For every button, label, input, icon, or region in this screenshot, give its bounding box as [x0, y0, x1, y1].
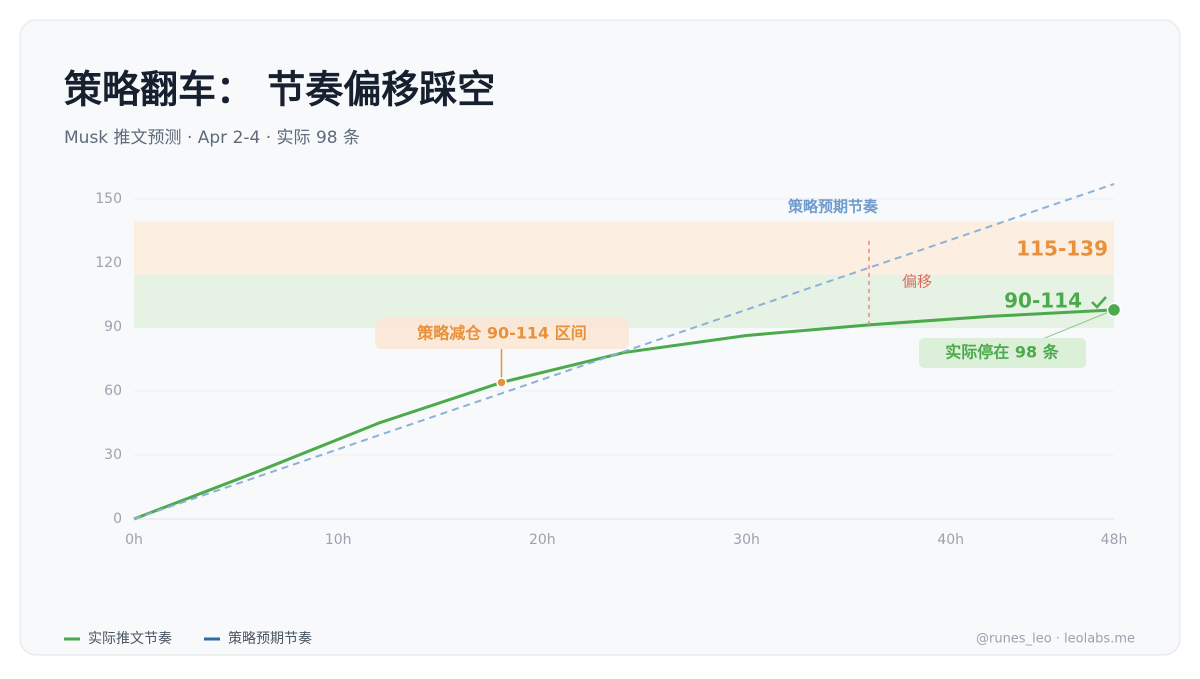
- chart-subtitle: Musk 推文预测 · Apr 2-4 · 实际 98 条: [64, 128, 360, 148]
- x-tick-label: 0h: [125, 532, 143, 548]
- series-line: [133, 308, 1115, 521]
- y-tick-label: 120: [95, 255, 122, 271]
- x-tick-label: 30h: [733, 532, 760, 548]
- end-point: [1106, 302, 1122, 318]
- band-label: 90-114: [1004, 289, 1082, 313]
- end-box: [919, 338, 1086, 368]
- x-tick-label: 40h: [937, 532, 964, 548]
- x-tick-label: 10h: [325, 532, 352, 548]
- series-line: [133, 183, 1115, 520]
- x-tick-label: 20h: [529, 532, 556, 548]
- footer: @runes_leo · leolabs.me: [976, 632, 1135, 647]
- check-icon: [1091, 296, 1107, 309]
- reduce-box: [375, 318, 629, 349]
- legend-label: 实际推文节奏: [88, 631, 172, 647]
- chart-title: 策略翻车： 节奏偏移踩空: [64, 68, 495, 112]
- y-tick-label: 60: [104, 383, 122, 399]
- y-tick-label: 0: [113, 511, 122, 527]
- band-label: 115-139: [1016, 237, 1108, 261]
- y-tick-label: 30: [104, 447, 122, 463]
- reduce-label: 策略减仓 90-114 区间: [416, 324, 586, 343]
- x-tick-label: 48h: [1101, 532, 1128, 548]
- reduce-point: [496, 377, 507, 388]
- offset-label: 偏移: [902, 273, 932, 291]
- expected-label: 策略预期节奏: [787, 198, 879, 216]
- band: [134, 221, 1114, 275]
- y-tick-label: 150: [95, 191, 122, 207]
- y-tick-label: 90: [104, 319, 122, 335]
- end-label: 实际停在 98 条: [945, 343, 1059, 362]
- legend-label: 策略预期节奏: [228, 630, 312, 647]
- end-pointer: [1039, 309, 1115, 341]
